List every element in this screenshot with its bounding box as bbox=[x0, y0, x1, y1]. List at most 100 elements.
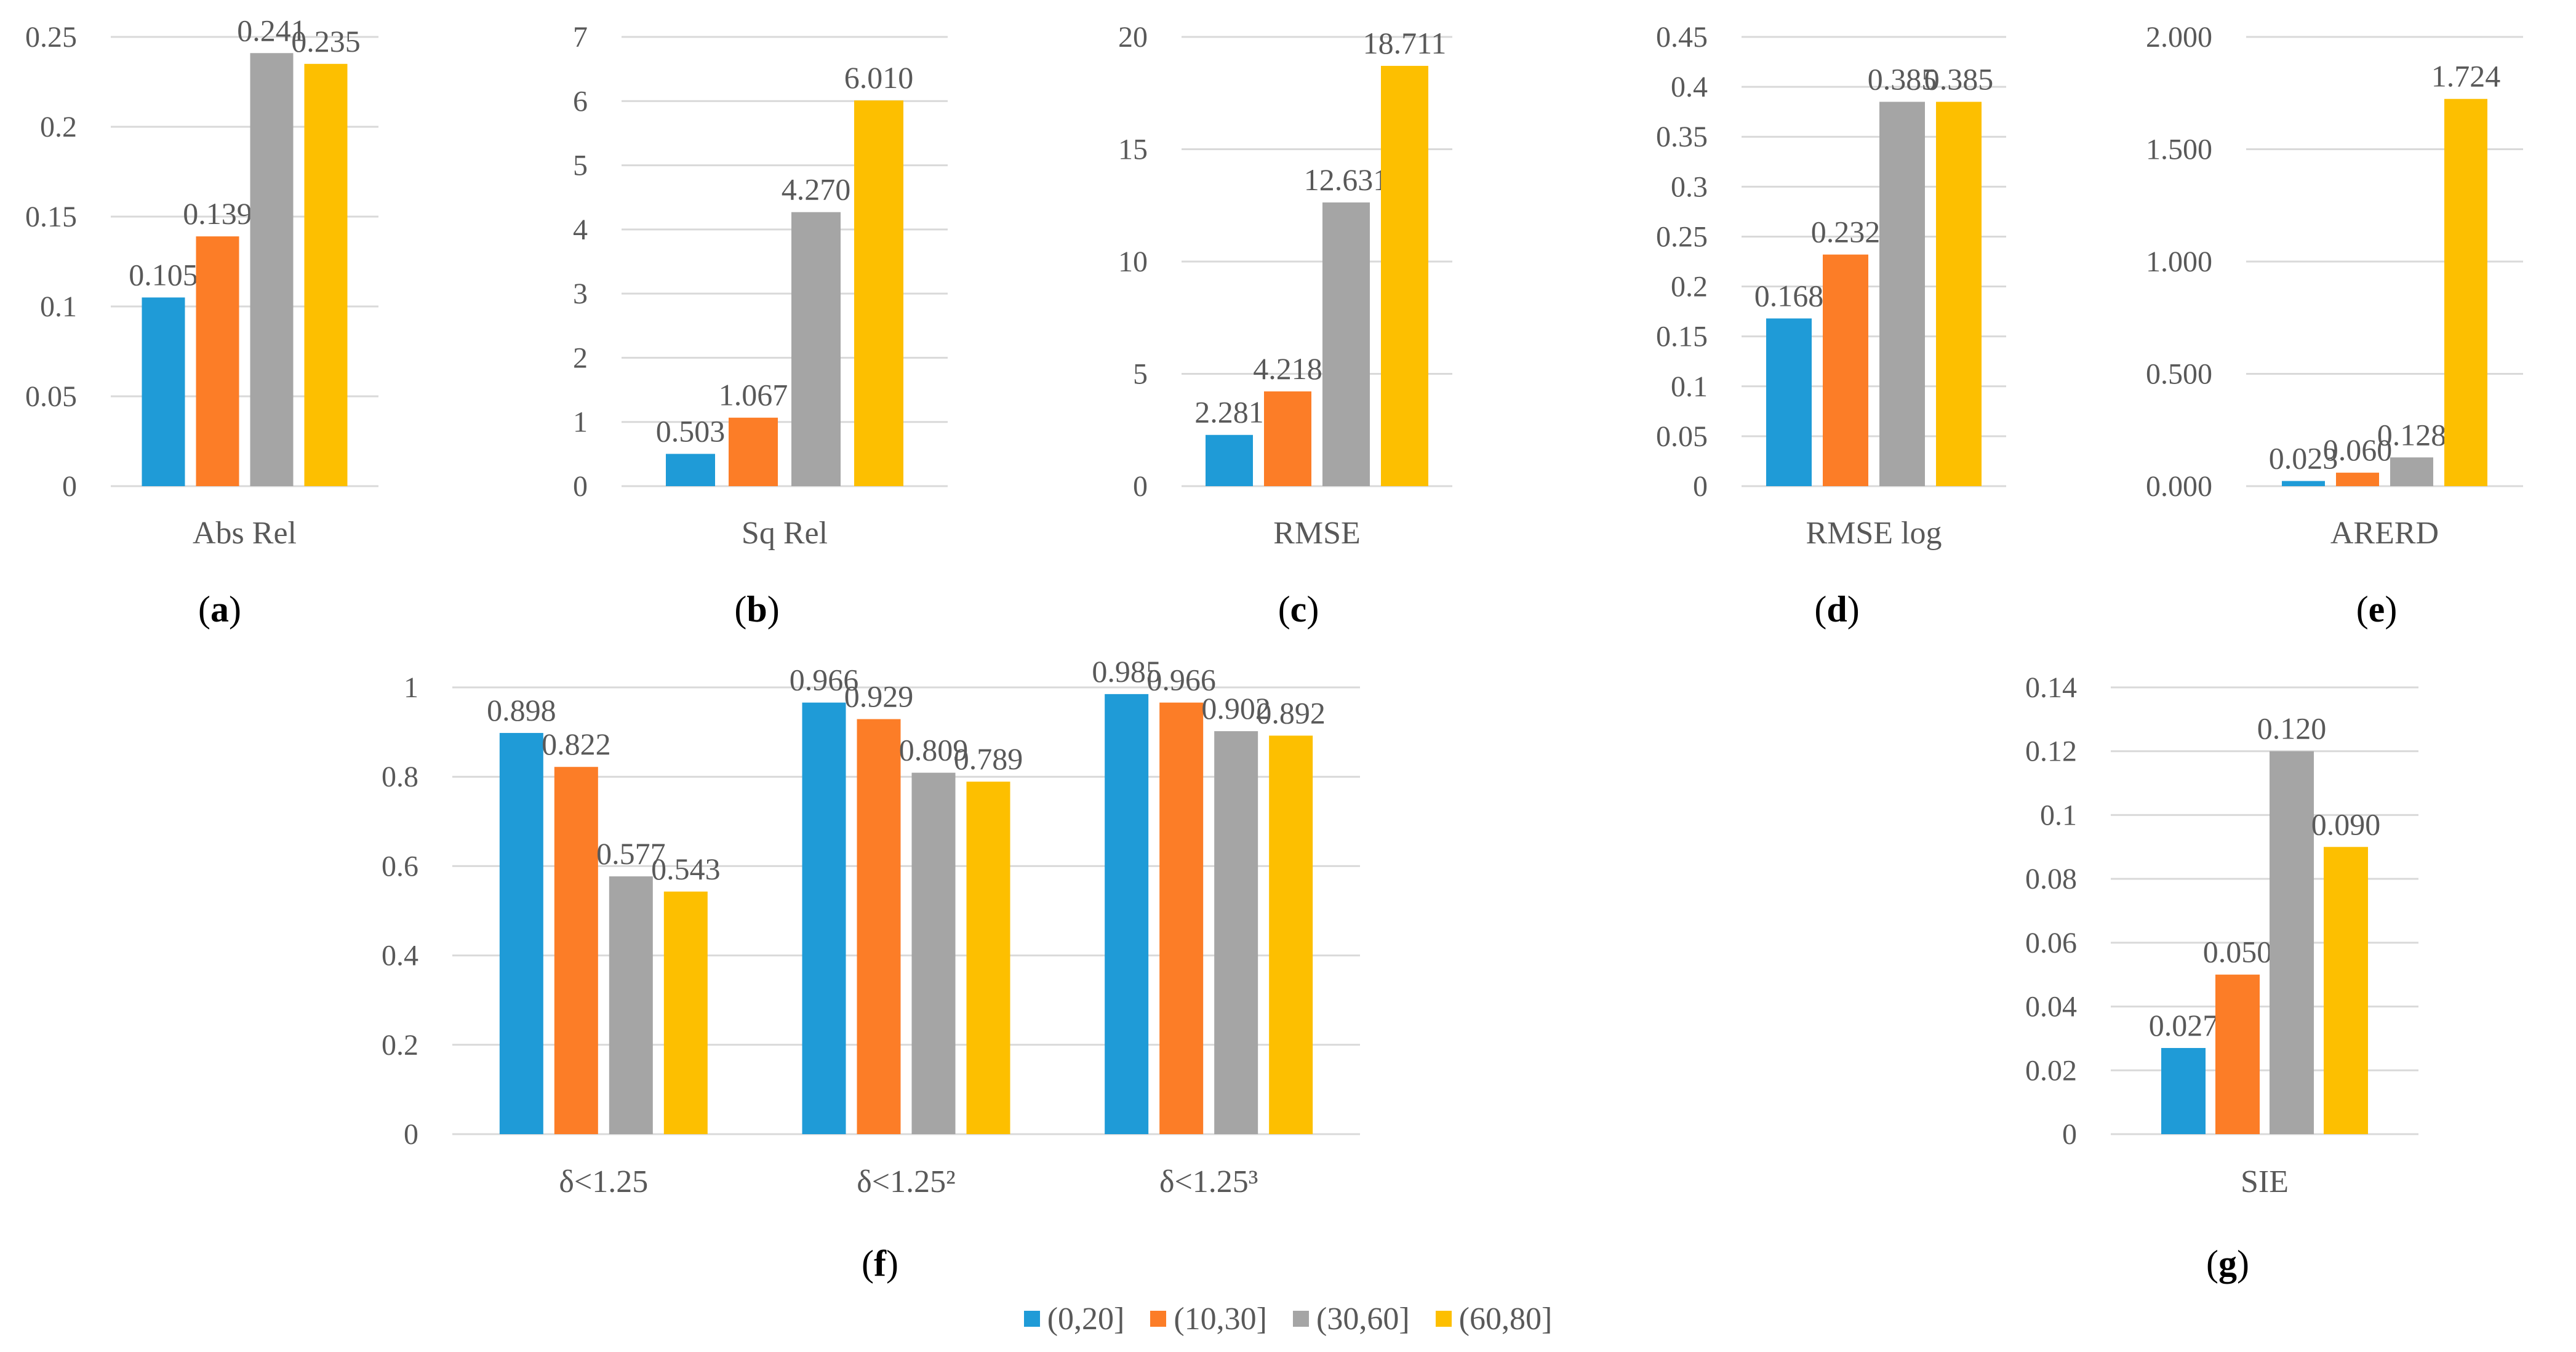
y-tick-label: 0.1 bbox=[1671, 370, 1708, 403]
data-label: 0.892 bbox=[1256, 695, 1326, 730]
y-tick-label: 0.45 bbox=[1656, 21, 1708, 54]
data-label: 0.809 bbox=[899, 733, 969, 767]
data-label: 0.120 bbox=[2257, 711, 2327, 746]
y-tick-label: 0.25 bbox=[1656, 220, 1708, 253]
y-tick-label: 0.1 bbox=[40, 290, 77, 323]
data-label: 12.631 bbox=[1304, 162, 1389, 197]
y-tick-label: 1.000 bbox=[2146, 246, 2212, 278]
y-tick-label: 0.4 bbox=[1671, 71, 1708, 103]
data-label: 0.235 bbox=[291, 24, 361, 58]
y-tick-label: 0.4 bbox=[382, 940, 418, 972]
category-label: δ<1.25 bbox=[559, 1164, 648, 1199]
data-label: 0.929 bbox=[844, 679, 914, 714]
data-label: 0.902 bbox=[1201, 691, 1271, 726]
panel-label: (g) bbox=[2206, 1243, 2249, 1284]
y-tick-label: 4 bbox=[573, 214, 588, 246]
bar-3-0-0 bbox=[1766, 318, 1812, 486]
bar-0-0-3 bbox=[304, 63, 348, 487]
y-tick-label: 0.2 bbox=[382, 1029, 418, 1062]
data-label: 0.385 bbox=[1924, 62, 1994, 96]
legend-swatch-1 bbox=[1150, 1311, 1167, 1327]
legend-item-3: (60,80] bbox=[1435, 1301, 1552, 1337]
y-tick-label: 7 bbox=[573, 21, 588, 54]
panel-label: (f) bbox=[862, 1243, 898, 1284]
y-tick-label: 15 bbox=[1118, 134, 1148, 166]
bar-2-0-0 bbox=[1206, 434, 1253, 486]
data-label: 0.577 bbox=[596, 836, 666, 871]
data-label: 1.724 bbox=[2431, 59, 2501, 94]
category-label: ARERD bbox=[2330, 516, 2439, 551]
bar-1-0-3 bbox=[854, 100, 903, 486]
y-tick-label: 0.6 bbox=[382, 850, 418, 882]
y-tick-label: 0.06 bbox=[2025, 927, 2077, 959]
y-tick-label: 0.500 bbox=[2146, 358, 2212, 391]
y-tick-label: 0.2 bbox=[40, 111, 77, 143]
data-label: 0.027 bbox=[2149, 1008, 2218, 1042]
bar-5-1-3 bbox=[966, 782, 1010, 1134]
bar-4-0-2 bbox=[2390, 457, 2433, 486]
y-tick-label: 0.8 bbox=[382, 761, 418, 793]
y-tick-label: 0.02 bbox=[2025, 1054, 2077, 1087]
y-tick-label: 0.15 bbox=[25, 201, 77, 233]
category-label: Sq Rel bbox=[742, 516, 828, 551]
y-tick-label: 0.04 bbox=[2025, 991, 2077, 1023]
data-label: 0.050 bbox=[2203, 935, 2273, 969]
y-tick-label: 0 bbox=[404, 1118, 418, 1151]
y-tick-label: 0 bbox=[2062, 1118, 2077, 1151]
y-tick-label: 0.25 bbox=[25, 21, 77, 54]
y-tick-label: 1 bbox=[404, 671, 418, 704]
y-tick-label: 0.35 bbox=[1656, 121, 1708, 153]
data-label: 0.139 bbox=[183, 196, 252, 231]
bar-6-0-2 bbox=[2270, 751, 2314, 1134]
data-label: 4.218 bbox=[1253, 351, 1322, 386]
bar-4-0-3 bbox=[2444, 98, 2487, 487]
bar-0-0-0 bbox=[142, 297, 185, 486]
legend-label-0: (0,20] bbox=[1047, 1301, 1125, 1337]
data-label: 6.010 bbox=[844, 60, 914, 95]
panel-label: (a) bbox=[198, 589, 241, 630]
bar-1-0-2 bbox=[791, 212, 841, 486]
bar-0-0-1 bbox=[196, 236, 239, 486]
bar-2-0-1 bbox=[1264, 391, 1311, 486]
bar-4-0-1 bbox=[2336, 473, 2379, 486]
legend-label-2: (30,60] bbox=[1316, 1301, 1410, 1337]
legend: (0,20] (10,30] (30,60] (60,80] bbox=[0, 1297, 2576, 1340]
y-tick-label: 6 bbox=[573, 85, 588, 118]
legend-swatch-0 bbox=[1023, 1311, 1040, 1327]
data-label: 0.105 bbox=[129, 257, 198, 292]
y-tick-label: 3 bbox=[573, 278, 588, 310]
bar-5-1-2 bbox=[911, 772, 956, 1134]
y-tick-label: 5 bbox=[573, 150, 588, 182]
y-tick-label: 1.500 bbox=[2146, 134, 2212, 166]
data-label: 0.789 bbox=[954, 742, 1023, 776]
bar-5-2-0 bbox=[1105, 694, 1149, 1134]
bar-4-0-0 bbox=[2282, 481, 2325, 486]
y-tick-label: 5 bbox=[1133, 358, 1148, 391]
y-tick-label: 0.05 bbox=[25, 380, 77, 413]
bar-3-0-3 bbox=[1936, 102, 1982, 486]
category-label: RMSE bbox=[1273, 516, 1361, 551]
y-tick-label: 10 bbox=[1118, 246, 1148, 278]
data-label: 0.023 bbox=[2269, 441, 2338, 476]
y-tick-label: 0 bbox=[62, 470, 77, 503]
data-label: 1.067 bbox=[719, 378, 788, 412]
y-tick-label: 0.2 bbox=[1671, 271, 1708, 303]
data-label: 0.966 bbox=[1146, 663, 1216, 697]
panel-label: (b) bbox=[734, 589, 779, 630]
legend-swatch-2 bbox=[1293, 1311, 1309, 1327]
category-label: δ<1.25² bbox=[857, 1164, 955, 1199]
data-label: 0.128 bbox=[2377, 417, 2447, 452]
y-tick-label: 0.08 bbox=[2025, 863, 2077, 895]
y-tick-label: 0 bbox=[573, 470, 588, 503]
data-label: 18.711 bbox=[1363, 26, 1447, 60]
data-label: 0.966 bbox=[790, 663, 859, 697]
y-tick-label: 0 bbox=[1693, 470, 1708, 503]
data-label: 0.241 bbox=[237, 13, 306, 47]
bar-5-0-3 bbox=[663, 891, 708, 1134]
panel-label: (e) bbox=[2356, 589, 2398, 630]
data-label: 0.898 bbox=[487, 693, 556, 727]
bar-5-0-2 bbox=[609, 876, 653, 1134]
data-label: 0.503 bbox=[656, 414, 726, 449]
bar-2-0-2 bbox=[1322, 202, 1370, 486]
bar-5-0-0 bbox=[499, 733, 543, 1134]
